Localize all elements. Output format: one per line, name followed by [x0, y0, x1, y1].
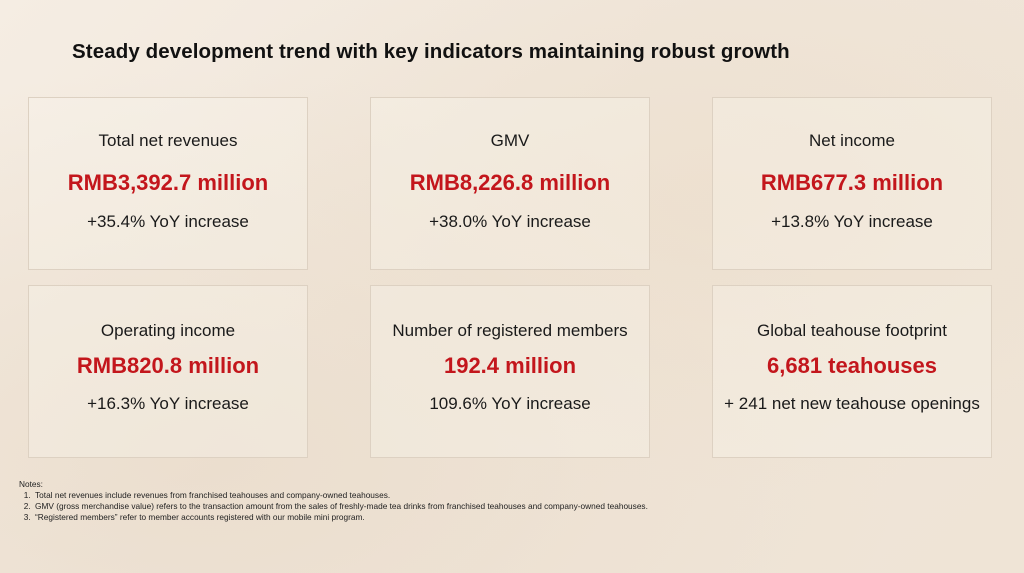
kpi-change: +16.3% YoY increase	[87, 394, 249, 413]
kpi-label: Operating income	[100, 321, 236, 340]
kpi-change: +35.4% YoY increase	[87, 212, 249, 231]
kpi-change: +38.0% YoY increase	[429, 212, 591, 231]
kpi-label: GMV	[490, 131, 530, 150]
kpi-card-operating-income: Operating income RMB820.8 million +16.3%…	[28, 285, 308, 458]
notes-heading: Notes:	[19, 479, 43, 489]
kpi-change: + 241 net new teahouse openings	[724, 394, 980, 413]
note-item: GMV (gross merchandise value) refers to …	[33, 501, 648, 512]
kpi-card-teahouse-footprint: Global teahouse footprint 6,681 teahouse…	[712, 285, 992, 458]
kpi-change: +13.8% YoY increase	[771, 212, 933, 231]
notes-list: Total net revenues include revenues from…	[19, 490, 648, 523]
kpi-label: Global teahouse footprint	[757, 321, 947, 340]
kpi-value: RMB8,226.8 million	[409, 170, 611, 195]
note-item: “Registered members” refer to member acc…	[33, 512, 648, 523]
kpi-value: RMB677.3 million	[760, 170, 944, 195]
footnotes: Notes: Total net revenues include revenu…	[19, 479, 648, 523]
kpi-card-total-net-revenues: Total net revenues RMB3,392.7 million +3…	[28, 97, 308, 270]
kpi-label: Total net revenues	[98, 131, 238, 150]
kpi-value: RMB820.8 million	[76, 353, 260, 378]
kpi-change: 109.6% YoY increase	[429, 394, 591, 413]
kpi-card-gmv: GMV RMB8,226.8 million +38.0% YoY increa…	[370, 97, 650, 270]
page-title: Steady development trend with key indica…	[72, 40, 790, 63]
kpi-card-net-income: Net income RMB677.3 million +13.8% YoY i…	[712, 97, 992, 270]
kpi-value: RMB3,392.7 million	[67, 170, 269, 195]
kpi-label: Number of registered members	[392, 321, 628, 340]
kpi-label: Net income	[809, 131, 895, 150]
kpi-card-registered-members: Number of registered members 192.4 milli…	[370, 285, 650, 458]
kpi-value: 6,681 teahouses	[767, 353, 937, 378]
note-item: Total net revenues include revenues from…	[33, 490, 648, 501]
kpi-value: 192.4 million	[443, 353, 577, 378]
